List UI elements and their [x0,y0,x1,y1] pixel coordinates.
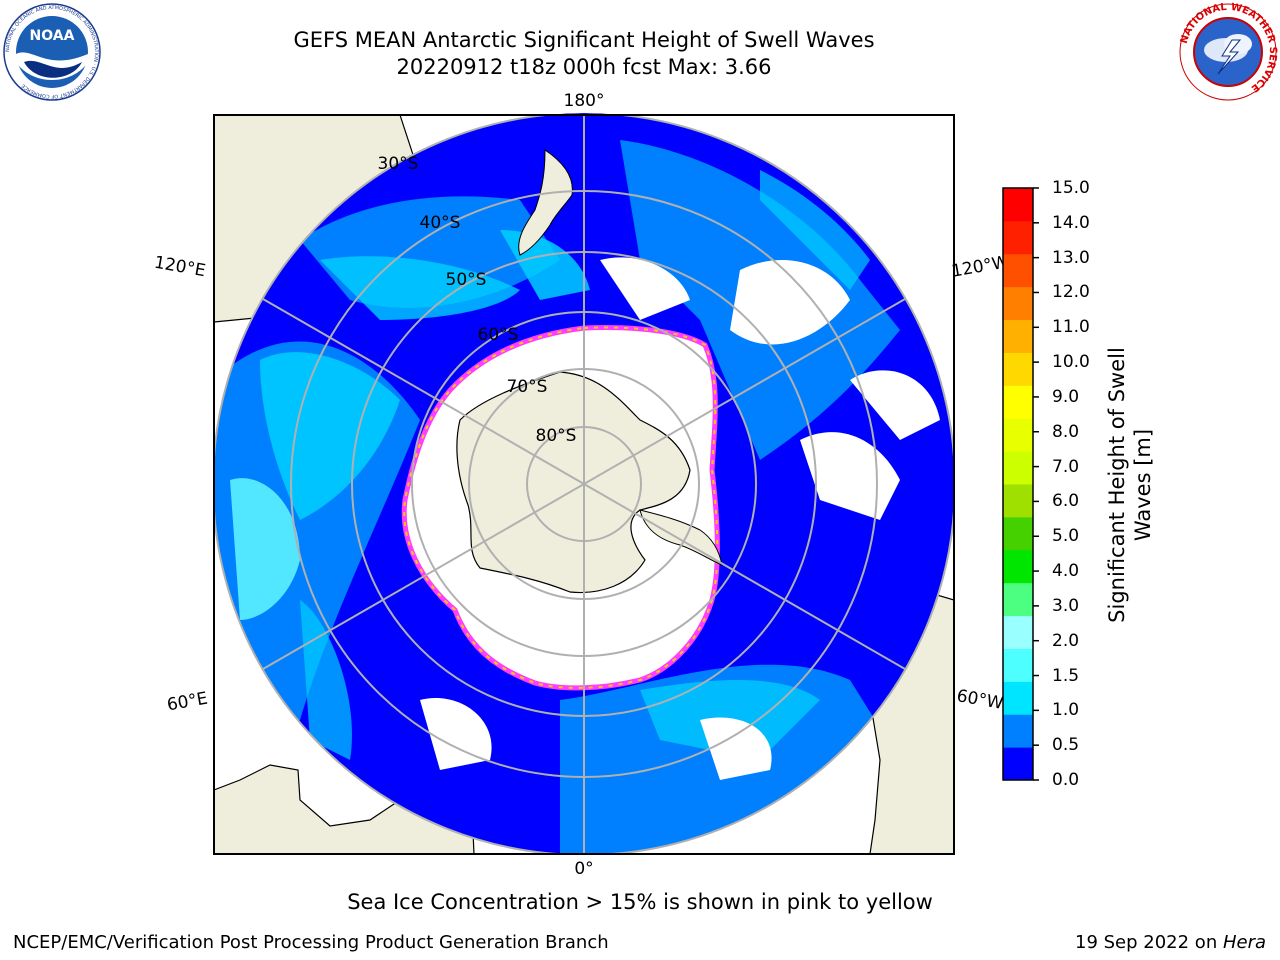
lat-label-40s: 40°S [420,213,461,233]
colorbar-tick-label: 10.0 [1052,352,1090,373]
colorbar-label: Significant Height of Swell Waves [m] [1105,347,1155,623]
colorbar-segment [1003,319,1033,353]
colorbar-segment [1003,253,1033,288]
colorbar-segment [1003,418,1033,452]
footer-date: 19 Sep 2022 on Hera [1075,932,1266,953]
colorbar-segment [1003,451,1033,485]
lat-label-70s: 70°S [507,377,548,397]
lon-label-0: 0° [574,859,593,879]
lon-label-60e: 60°E [165,689,209,716]
colorbar-segment [1003,549,1033,584]
colorbar-tick-label: 8.0 [1052,421,1080,442]
colorbar-tick-label: 15.0 [1052,178,1090,198]
colorbar-tick-label: 1.5 [1052,665,1080,686]
colorbar-segment [1003,714,1033,748]
colorbar-tick-label: 5.0 [1052,526,1080,547]
lon-label-180: 180° [564,91,605,111]
colorbar-tick-label: 7.0 [1052,456,1080,477]
footer-date-text: 19 Sep 2022 on [1075,932,1223,953]
colorbar-segment [1003,615,1033,649]
chart-title: GEFS MEAN Antarctic Significant Height o… [293,28,875,52]
graticule [214,115,954,854]
land-new-zealand [518,149,573,256]
colorbar-tick-label: 1.0 [1052,700,1080,721]
colorbar-segment [1003,385,1033,419]
colorbar [1002,187,1039,781]
lon-label-120w: 120°W [950,252,1011,282]
colorbar-tick-label: 6.0 [1052,491,1080,512]
colorbar-tick-label: 9.0 [1052,386,1080,407]
colorbar-tick-label: 11.0 [1052,317,1090,338]
national-weather-service-logo-icon: NATIONAL WEATHER SERVICE [1179,2,1278,101]
lat-label-60s: 60°S [478,325,519,345]
lat-label-30s: 30°S [378,154,419,174]
colorbar-segment [1003,188,1033,222]
colorbar-segment [1003,286,1033,321]
colorbar-tick-label: 0.5 [1052,735,1080,756]
colorbar-segment [1003,516,1033,551]
colorbar-segment [1003,681,1033,715]
sea-ice-note: Sea Ice Concentration > 15% is shown in … [347,890,933,914]
colorbar-tick-label: 2.0 [1052,630,1080,651]
noaa-logo-icon: NOAA NATIONAL OCEANIC AND ATMOSPHERIC AD… [3,3,101,101]
land-antarctica [456,371,691,594]
lat-label-80s: 80°S [536,426,577,446]
colorbar-segment [1003,220,1033,255]
footer-host: Hera [1222,932,1266,953]
colorbar-tick-label: 13.0 [1052,247,1090,268]
chart-subtitle: 20220912 t18z 000h fcst Max: 3.66 [396,55,772,79]
colorbar-tick-label: 3.0 [1052,595,1080,616]
lon-label-120e: 120°E [153,253,207,282]
lat-label-50s: 50°S [446,270,487,290]
colorbar-tick-label: 14.0 [1052,212,1090,233]
colorbar-segment [1003,648,1033,682]
colorbar-segment [1003,484,1033,518]
colorbar-tick-label: 12.0 [1052,282,1090,303]
colorbar-frame [1002,187,1034,781]
colorbar-tick-label: 4.0 [1052,561,1080,582]
colorbar-segment [1003,352,1033,386]
lon-label-60w: 60°W [955,686,1005,714]
colorbar-tick-label: 0.0 [1052,770,1080,790]
footer-credit: NCEP/EMC/Verification Post Processing Pr… [13,932,609,953]
svg-text:NOAA: NOAA [30,28,75,44]
colorbar-segment [1003,582,1033,617]
colorbar-segment [1003,747,1033,781]
